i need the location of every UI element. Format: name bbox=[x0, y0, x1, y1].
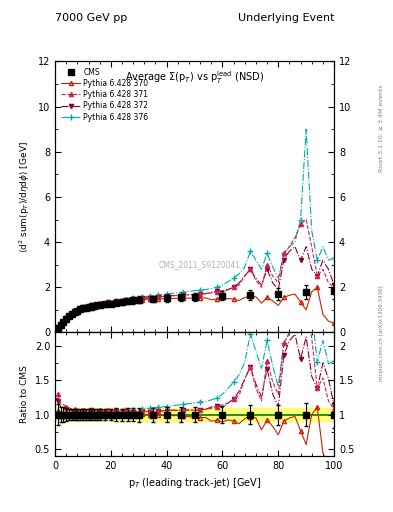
Text: Rivet 3.1.10, ≥ 3.4M events: Rivet 3.1.10, ≥ 3.4M events bbox=[379, 84, 384, 172]
Legend: CMS, Pythia 6.428 370, Pythia 6.428 371, Pythia 6.428 372, Pythia 6.428 376: CMS, Pythia 6.428 370, Pythia 6.428 371,… bbox=[59, 65, 151, 124]
Y-axis label: Ratio to CMS: Ratio to CMS bbox=[20, 365, 29, 423]
X-axis label: p$_T$ (leading track-jet) [GeV]: p$_T$ (leading track-jet) [GeV] bbox=[128, 476, 261, 490]
Text: Average $\Sigma$(p$_T$) vs p$_T^{\mathrm{lead}}$ (NSD): Average $\Sigma$(p$_T$) vs p$_T^{\mathrm… bbox=[125, 70, 264, 87]
Y-axis label: $\langle$d$^2$ sum(p$_T$)/d$\eta$d$\phi$$\rangle$ [GeV]: $\langle$d$^2$ sum(p$_T$)/d$\eta$d$\phi$… bbox=[18, 141, 32, 253]
Text: Underlying Event: Underlying Event bbox=[237, 13, 334, 23]
Text: CMS_2011_S9120041: CMS_2011_S9120041 bbox=[159, 260, 241, 269]
Text: 7000 GeV pp: 7000 GeV pp bbox=[55, 13, 127, 23]
Text: mcplots.cern.ch [arXiv:1306.3436]: mcplots.cern.ch [arXiv:1306.3436] bbox=[379, 285, 384, 380]
Bar bbox=[55, 408, 334, 421]
